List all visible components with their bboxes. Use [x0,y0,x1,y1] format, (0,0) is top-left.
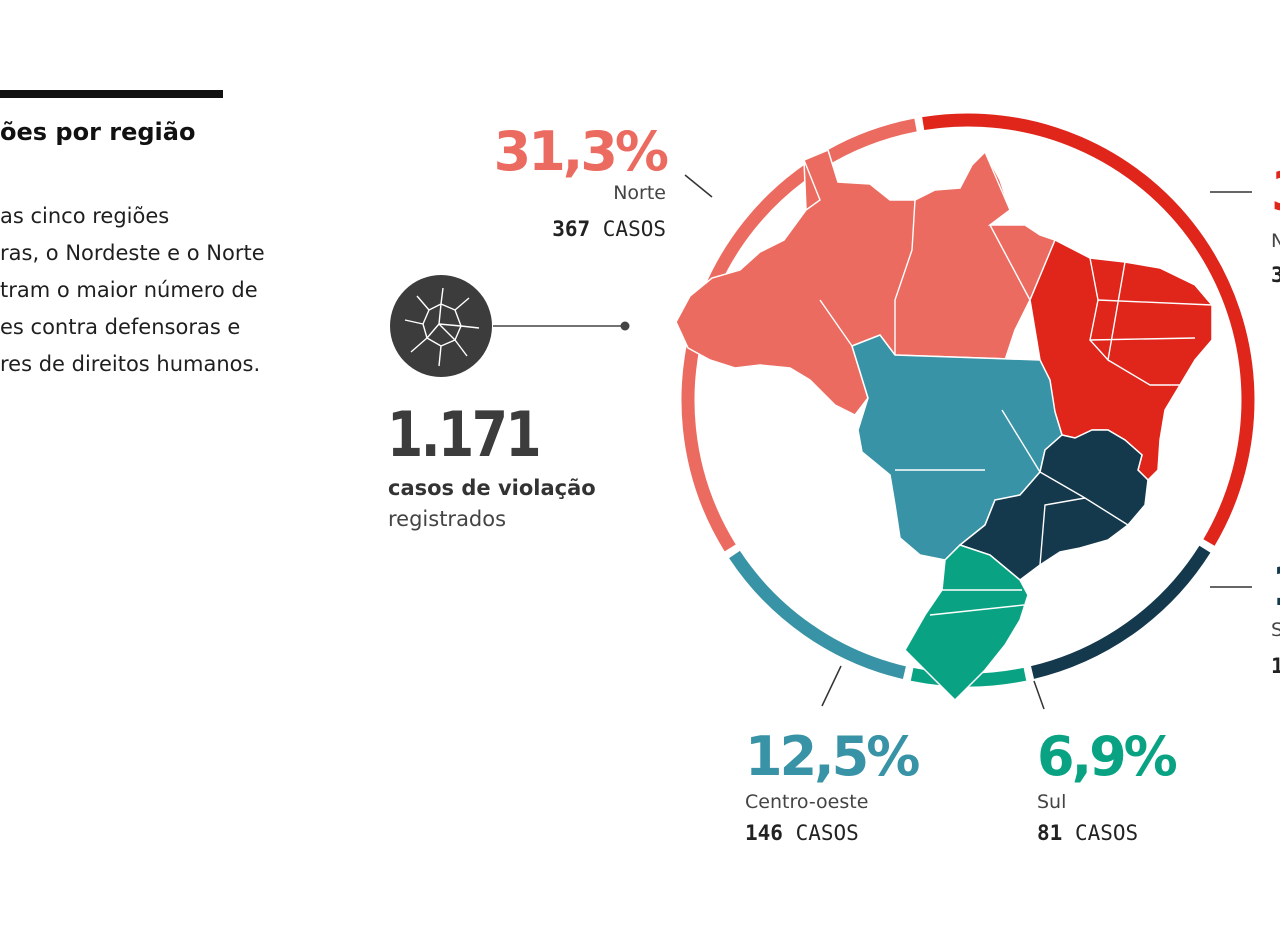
pct-label: 12,5% [745,725,919,788]
broken-glass-icon [390,275,492,377]
cases-label: 1 [1271,654,1280,678]
cases-count: 1 [1271,654,1280,678]
map-region-sudeste [958,429,1149,581]
cases-count: 146 [745,821,783,845]
intro-line: as cinco regiões [0,204,170,228]
region-label: Centro-oeste [745,791,868,813]
pct-label: 6,9% [1037,725,1177,788]
cases-count: 3 [1271,263,1280,287]
leader-line [821,665,842,707]
intro-line: ras, o Nordeste e o Norte [0,241,265,265]
donut-arc-sudeste [1030,545,1211,679]
cases-unit: CASOS [1062,821,1138,845]
total-cases-label: casos de violação [388,476,596,500]
map-region-sul [904,544,1029,702]
intro-line: res de direitos humanos. [0,352,261,376]
region-label: Sul [1037,791,1066,813]
intro-line: es contra defensoras e [0,315,241,339]
donut-arc-nordeste [922,113,1255,546]
pct-label: 1 [1271,555,1280,618]
page-title: ões por região [0,118,196,146]
intro-text: as cinco regiões ras, o Nordeste e o Nor… [0,198,340,383]
leader-line [684,174,713,198]
donut-arc-centro-oeste [729,550,906,680]
leader-line [1033,680,1045,710]
region-label: N [1271,230,1280,252]
region-label: S [1271,619,1280,641]
cases-unit: CASOS [783,821,859,845]
intro-line: tram o maior número de [0,278,258,302]
brazil-map [675,148,1213,702]
total-cases-number: 1.171 [387,398,542,471]
cases-label: 81 CASOS [1037,821,1138,845]
total-cases-sublabel: registrados [388,507,507,531]
cases-count: 81 [1037,821,1062,845]
pct-label: 3 [1271,160,1280,223]
stat-connector-line [493,321,630,331]
cases-label: 3 [1271,263,1280,287]
cases-unit: CASOS [590,217,666,241]
cases-label: 146 CASOS [745,821,859,845]
cases-count: 367 [552,217,590,241]
title-rule [0,90,223,98]
pct-label: 31,3% [494,120,668,183]
cases-label: 367 CASOS [552,217,666,241]
region-label: Norte [613,182,666,204]
